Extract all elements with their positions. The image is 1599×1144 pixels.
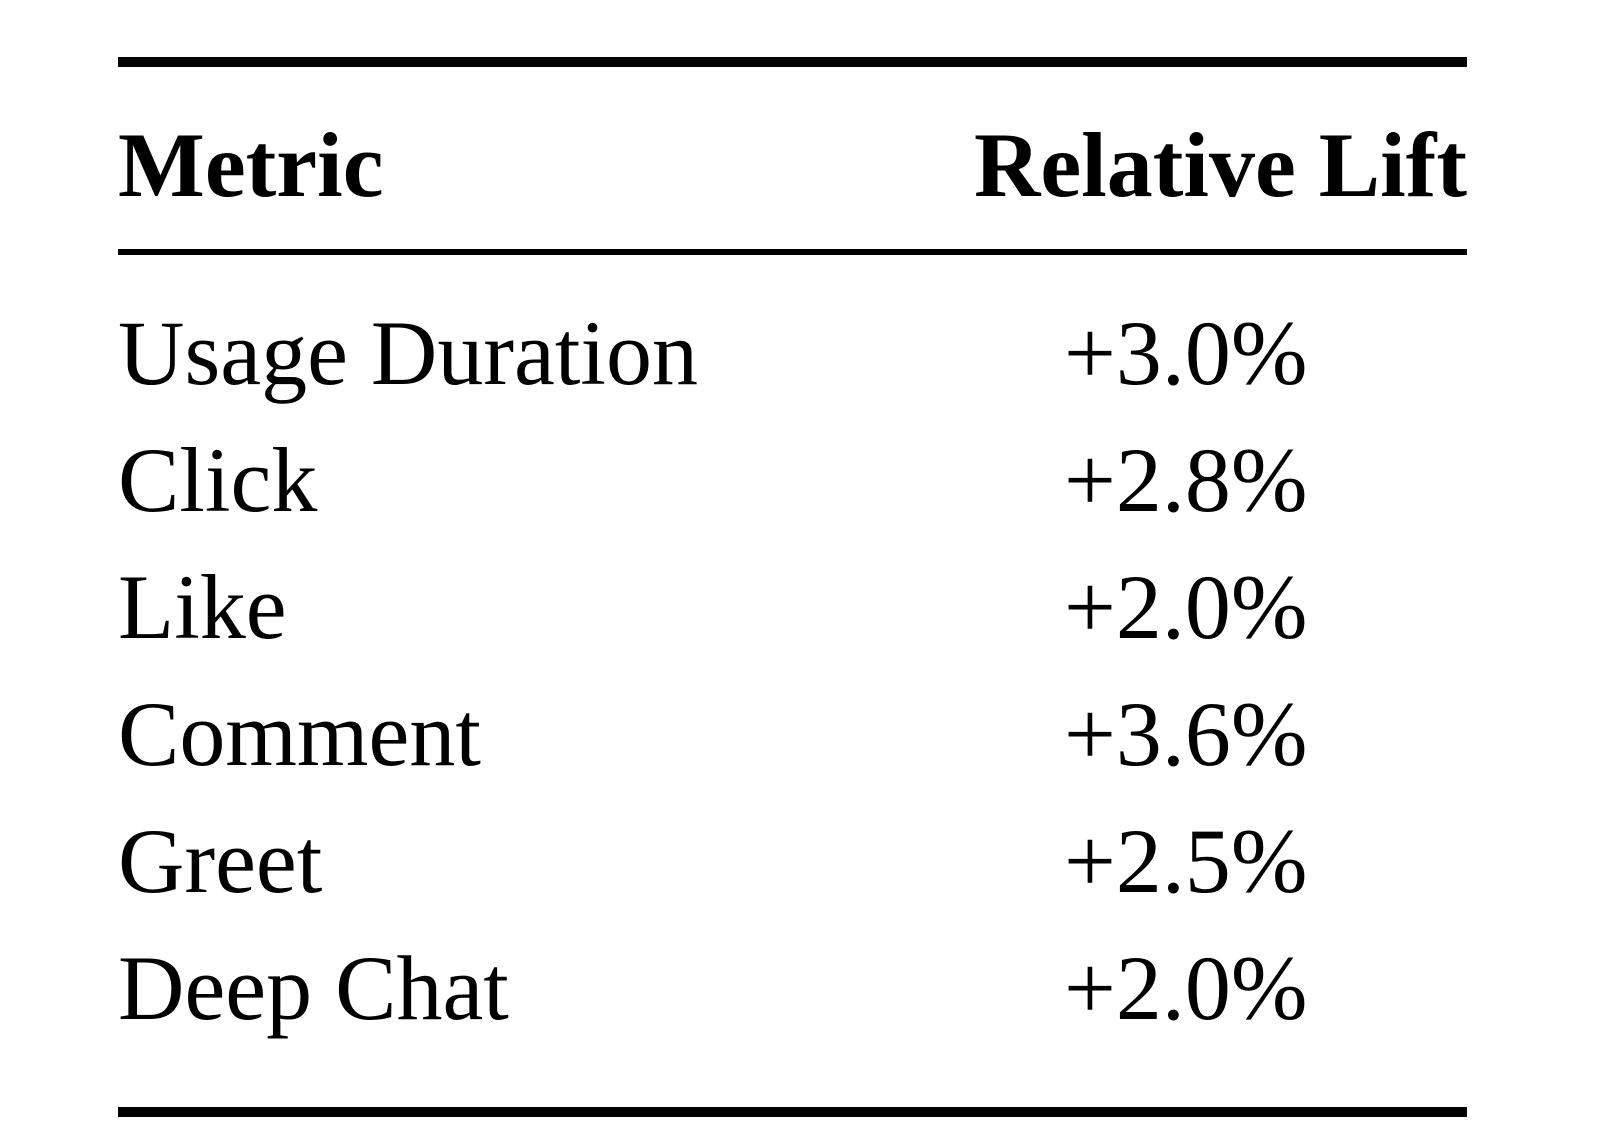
table-header: Metric Relative Lift	[118, 67, 1467, 249]
relative-lift-value: +3.0%	[1064, 302, 1308, 404]
metric-name: Greet	[118, 810, 323, 912]
metric-name: Click	[118, 429, 318, 531]
relative-lift-column-header: Relative Lift	[973, 114, 1467, 216]
relative-lift-value: +2.0%	[1064, 556, 1308, 658]
table-row: Deep Chat +2.0%	[118, 934, 1467, 1061]
metric-name: Like	[118, 556, 287, 658]
metric-name: Deep Chat	[118, 937, 509, 1039]
header-rule	[118, 249, 1467, 255]
relative-lift-value: +2.5%	[1064, 810, 1308, 912]
table-row: Like +2.0%	[118, 553, 1467, 680]
metric-name: Comment	[118, 683, 481, 785]
relative-lift-value: +2.0%	[1064, 937, 1308, 1039]
table-row: Comment +3.6%	[118, 680, 1467, 807]
metric-name: Usage Duration	[118, 302, 698, 404]
table-body: Usage Duration +3.0% Click +2.8% Like +2…	[118, 255, 1467, 1107]
bottom-rule	[118, 1107, 1467, 1117]
metric-column-header: Metric	[118, 114, 384, 216]
relative-lift-value: +2.8%	[1064, 429, 1308, 531]
table-row: Greet +2.5%	[118, 807, 1467, 934]
table-row: Usage Duration +3.0%	[118, 299, 1467, 426]
metrics-table: Metric Relative Lift Usage Duration +3.0…	[118, 57, 1467, 1117]
table-row: Click +2.8%	[118, 426, 1467, 553]
relative-lift-value: +3.6%	[1064, 683, 1308, 785]
top-rule	[118, 57, 1467, 67]
